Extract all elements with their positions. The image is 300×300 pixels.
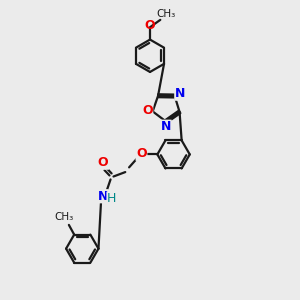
Text: O: O bbox=[145, 19, 155, 32]
Text: CH₃: CH₃ bbox=[55, 212, 74, 222]
Text: O: O bbox=[136, 147, 147, 160]
Text: N: N bbox=[98, 190, 108, 203]
Text: CH₃: CH₃ bbox=[156, 9, 175, 19]
Text: O: O bbox=[142, 104, 153, 117]
Text: N: N bbox=[161, 120, 171, 133]
Text: N: N bbox=[175, 87, 185, 100]
Text: H: H bbox=[107, 192, 116, 205]
Text: O: O bbox=[98, 156, 109, 169]
